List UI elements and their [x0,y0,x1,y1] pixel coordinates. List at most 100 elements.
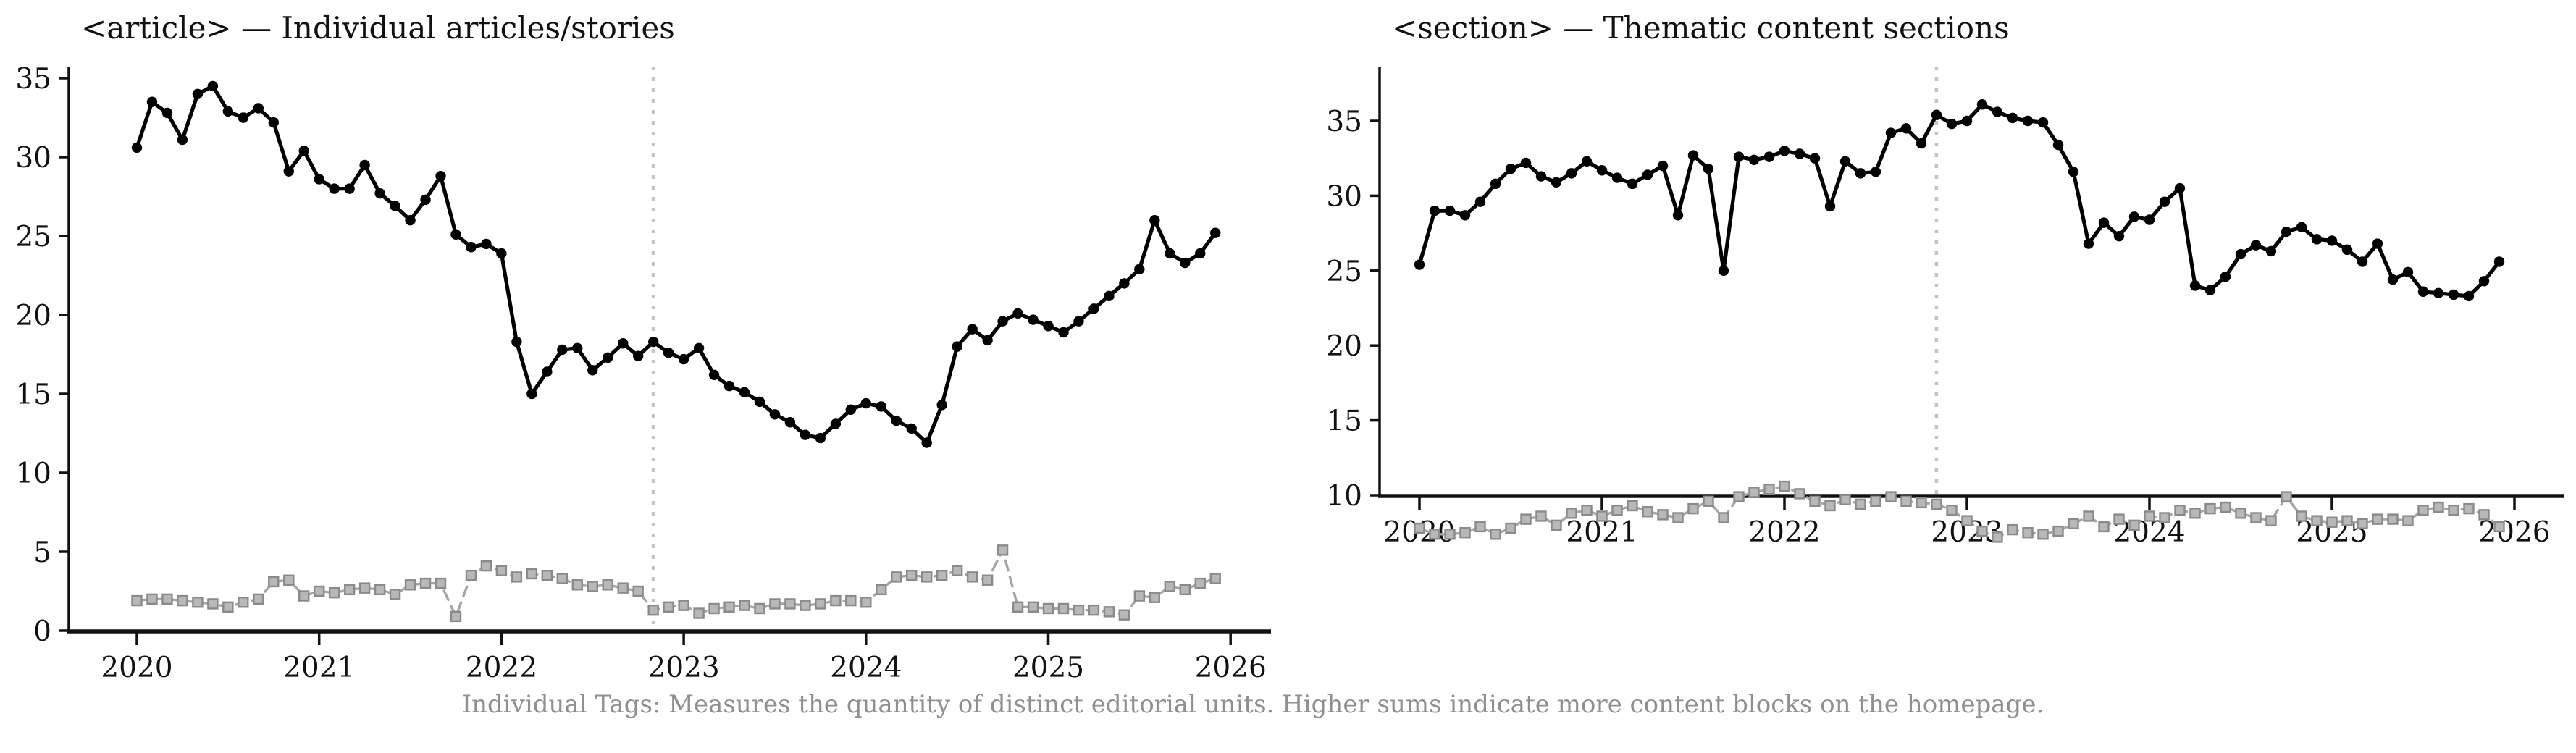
data-point [2189,280,2201,291]
data-point [1414,522,1425,534]
data-point [1551,177,1562,188]
data-point [2235,508,2246,519]
data-point [2083,510,2094,522]
data-point [2265,515,2277,526]
data-point [815,432,826,444]
data-point [678,353,689,365]
data-point [1611,504,1623,516]
data-point [298,590,310,602]
data-point [420,194,431,206]
data-point [359,159,370,171]
data-point [435,170,446,182]
data-point [2311,515,2323,526]
data-point [2007,523,2018,536]
data-point [2296,222,2307,233]
data-point [800,429,811,440]
data-point [1505,163,1516,174]
data-point [663,601,674,613]
y-tick-label: 10 [15,458,51,490]
data-point [1961,115,1973,127]
data-point [1027,601,1039,613]
data-point [1931,109,1942,120]
data-point [2159,196,2170,207]
data-point [389,589,401,600]
data-point [253,593,264,605]
data-point [2357,518,2368,529]
data-point [1551,519,1562,531]
data-point [1657,160,1669,172]
data-point [1961,515,1973,526]
data-point [997,316,1008,327]
data-point [1581,504,1593,516]
data-point [784,598,796,610]
data-point [784,417,796,428]
data-point [2220,501,2231,513]
data-point [1870,167,1881,177]
data-point [2402,266,2414,278]
data-point [1180,257,1191,269]
data-point [1703,163,1714,174]
data-point [1043,321,1054,332]
data-point [268,117,279,128]
data-point [466,242,477,253]
data-point [1088,604,1100,616]
data-point [1520,157,1532,169]
data-point [678,600,689,611]
data-point [374,188,385,199]
data-point [1763,151,1775,162]
x-tick-label: 2022 [1748,516,1820,549]
data-point [876,584,887,596]
data-point [2022,527,2034,539]
data-point [1179,584,1191,596]
data-point [1505,522,1516,534]
data-point [2448,289,2459,300]
data-point [952,341,962,352]
data-point [2311,234,2323,245]
data-point [1195,248,1206,259]
data-point [1687,150,1699,161]
data-point [1042,602,1054,615]
data-point [374,584,386,596]
x-tick-label: 2026 [1195,652,1267,684]
data-point [1992,106,2003,117]
data-point [2022,115,2034,127]
data-point [2326,516,2338,528]
data-point [2128,519,2140,531]
data-point [131,594,143,607]
data-point [2204,285,2216,295]
data-point [1134,264,1145,274]
data-point [542,366,553,377]
data-point [1900,495,1912,507]
data-point [328,586,340,599]
data-point [2068,518,2079,529]
data-point [1687,502,1699,515]
x-tick-label: 2021 [283,652,355,684]
data-point [2493,256,2505,267]
data-point [2478,276,2490,287]
data-point [2250,512,2262,523]
data-point [1133,590,1146,602]
y-tick-label: 35 [1326,106,1362,138]
data-point [1535,510,1547,522]
data-point [920,571,933,583]
data-point [1885,491,1897,502]
data-point [708,369,720,381]
data-point [860,397,872,409]
data-point [769,598,781,610]
data-point [2372,238,2383,249]
data-point [845,404,857,415]
data-point [1748,154,1760,165]
data-point [860,597,872,608]
data-point [511,336,522,348]
data-point [2417,504,2429,516]
data-point [1627,178,1638,190]
data-point [207,598,219,610]
y-tick-label: 25 [1326,256,1362,288]
article-chart-plot: 2020 2021 2022 2023 2024 2025 2026051015202530… [15,63,1271,684]
data-point [1809,495,1821,507]
data-point [2296,510,2307,522]
data-point [830,418,842,429]
data-point [739,387,750,398]
y-tick-label: 30 [1326,180,1362,213]
